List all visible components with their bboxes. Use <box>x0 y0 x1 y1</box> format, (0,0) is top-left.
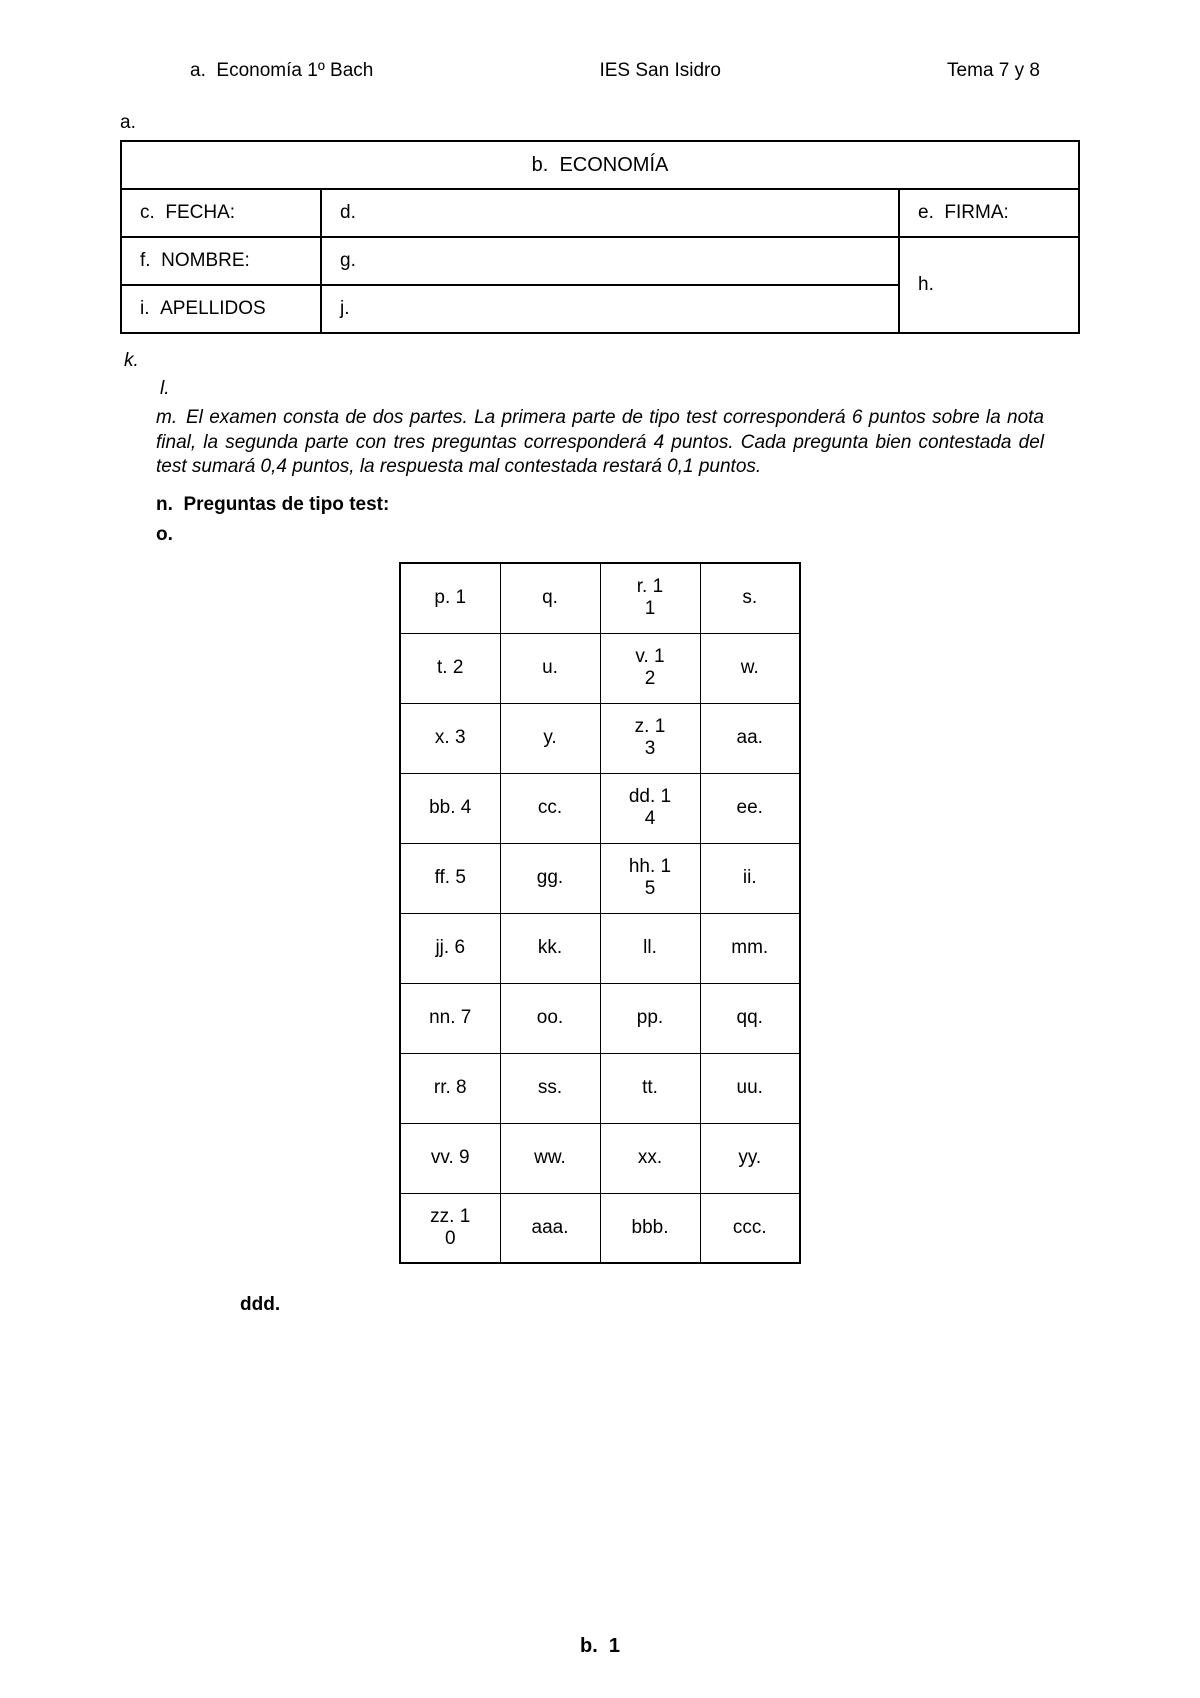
list-marker-l: l. <box>160 378 1080 400</box>
answer-cell[interactable]: y. <box>500 703 600 773</box>
fecha-value-prefix: d. <box>340 202 356 223</box>
answer-cell[interactable]: r. 11 <box>600 563 700 633</box>
form-title: ECONOMÍA <box>559 154 668 176</box>
running-header: a. Economía 1º Bach IES San Isidro Tema … <box>120 60 1080 82</box>
answer-cell[interactable]: kk. <box>500 913 600 983</box>
answer-cell[interactable]: t. 2 <box>400 633 500 703</box>
answer-cell[interactable]: w. <box>700 633 800 703</box>
answer-cell[interactable]: tt. <box>600 1053 700 1123</box>
answer-cell[interactable]: v. 12 <box>600 633 700 703</box>
table-row: rr. 8ss.tt.uu. <box>400 1053 800 1123</box>
nombre-value-prefix: g. <box>340 250 356 271</box>
list-marker-k: k. <box>124 350 1080 372</box>
answer-cell[interactable]: oo. <box>500 983 600 1053</box>
answer-cell[interactable]: rr. 8 <box>400 1053 500 1123</box>
header-left-text: Economía 1º Bach <box>216 60 373 81</box>
answer-cell[interactable]: qq. <box>700 983 800 1053</box>
header-center: IES San Isidro <box>599 60 720 82</box>
firma-label: FIRMA: <box>944 202 1008 223</box>
table-row: ff. 5gg.hh. 15ii. <box>400 843 800 913</box>
apellidos-value-prefix: j. <box>340 298 350 319</box>
answer-cell[interactable]: ss. <box>500 1053 600 1123</box>
nombre-value-cell[interactable]: g. <box>321 237 899 285</box>
fecha-prefix: c. <box>140 202 155 223</box>
answer-cell[interactable]: hh. 15 <box>600 843 700 913</box>
fecha-label-cell: c. FECHA: <box>121 189 321 237</box>
form-title-cell: b. ECONOMÍA <box>121 141 1079 189</box>
nombre-label: NOMBRE: <box>161 250 250 271</box>
list-marker-o: o. <box>156 524 1080 546</box>
nombre-label-cell: f. NOMBRE: <box>121 237 321 285</box>
answer-cell[interactable]: ww. <box>500 1123 600 1193</box>
firma-label-cell: e. FIRMA: <box>899 189 1079 237</box>
header-left: a. Economía 1º Bach <box>190 60 373 82</box>
footer-page-number: 1 <box>609 1635 620 1657</box>
firma-blank-prefix: h. <box>918 274 934 295</box>
nombre-prefix: f. <box>140 250 151 271</box>
answer-grid: p. 1q.r. 11s.t. 2u.v. 12w.x. 3y.z. 13aa.… <box>399 562 801 1264</box>
answer-cell[interactable]: u. <box>500 633 600 703</box>
table-row: nn. 7oo.pp.qq. <box>400 983 800 1053</box>
table-row: vv. 9ww.xx.yy. <box>400 1123 800 1193</box>
section-heading: n. Preguntas de tipo test: <box>156 494 1080 516</box>
table-row: x. 3y.z. 13aa. <box>400 703 800 773</box>
form-header-table: b. ECONOMÍA c. FECHA: d. e. FIRMA: f. NO… <box>120 140 1080 334</box>
answer-cell[interactable]: xx. <box>600 1123 700 1193</box>
answer-cell[interactable]: cc. <box>500 773 600 843</box>
fecha-label: FECHA: <box>165 202 235 223</box>
table-row: bb. 4cc.dd. 14ee. <box>400 773 800 843</box>
list-marker-ddd: ddd. <box>240 1294 1080 1316</box>
answer-cell[interactable]: dd. 14 <box>600 773 700 843</box>
instructions-prefix: m. <box>156 406 186 431</box>
section-prefix: n. <box>156 494 173 515</box>
instructions-paragraph: m.El examen consta de dos partes. La pri… <box>156 406 1044 480</box>
answer-cell[interactable]: zz. 10 <box>400 1193 500 1263</box>
answer-cell[interactable]: ll. <box>600 913 700 983</box>
table-row: t. 2u.v. 12w. <box>400 633 800 703</box>
answer-cell[interactable]: aaa. <box>500 1193 600 1263</box>
apellidos-value-cell[interactable]: j. <box>321 285 899 333</box>
answer-cell[interactable]: vv. 9 <box>400 1123 500 1193</box>
answer-cell[interactable]: s. <box>700 563 800 633</box>
answer-cell[interactable]: z. 13 <box>600 703 700 773</box>
footer-prefix: b. <box>580 1635 598 1657</box>
answer-cell[interactable]: uu. <box>700 1053 800 1123</box>
answer-cell[interactable]: yy. <box>700 1123 800 1193</box>
answer-cell[interactable]: nn. 7 <box>400 983 500 1053</box>
header-left-prefix: a. <box>190 60 206 81</box>
answer-cell[interactable]: gg. <box>500 843 600 913</box>
list-marker-a: a. <box>120 112 1080 134</box>
firma-blank-cell[interactable]: h. <box>899 237 1079 333</box>
answer-cell[interactable]: p. 1 <box>400 563 500 633</box>
apellidos-label-cell: i. APELLIDOS <box>121 285 321 333</box>
apellidos-label: APELLIDOS <box>160 298 266 319</box>
answer-cell[interactable]: x. 3 <box>400 703 500 773</box>
table-row: p. 1q.r. 11s. <box>400 563 800 633</box>
firma-prefix: e. <box>918 202 934 223</box>
answer-cell[interactable]: bb. 4 <box>400 773 500 843</box>
answer-cell[interactable]: ii. <box>700 843 800 913</box>
section-title: Preguntas de tipo test: <box>183 494 389 515</box>
form-title-prefix: b. <box>532 154 549 176</box>
answer-cell[interactable]: jj. 6 <box>400 913 500 983</box>
apellidos-prefix: i. <box>140 298 150 319</box>
answer-cell[interactable]: bbb. <box>600 1193 700 1263</box>
page-footer: b. 1 <box>0 1635 1200 1658</box>
answer-cell[interactable]: mm. <box>700 913 800 983</box>
table-row: jj. 6kk.ll.mm. <box>400 913 800 983</box>
answer-cell[interactable]: ff. 5 <box>400 843 500 913</box>
page: a. Economía 1º Bach IES San Isidro Tema … <box>0 0 1200 1698</box>
fecha-value-cell[interactable]: d. <box>321 189 899 237</box>
answer-cell[interactable]: ee. <box>700 773 800 843</box>
answer-cell[interactable]: ccc. <box>700 1193 800 1263</box>
answer-grid-wrap: p. 1q.r. 11s.t. 2u.v. 12w.x. 3y.z. 13aa.… <box>120 556 1080 1284</box>
instructions-text: El examen consta de dos partes. La prime… <box>156 407 1044 477</box>
answer-cell[interactable]: aa. <box>700 703 800 773</box>
table-row: zz. 10aaa.bbb.ccc. <box>400 1193 800 1263</box>
header-right: Tema 7 y 8 <box>947 60 1040 82</box>
answer-cell[interactable]: pp. <box>600 983 700 1053</box>
answer-cell[interactable]: q. <box>500 563 600 633</box>
